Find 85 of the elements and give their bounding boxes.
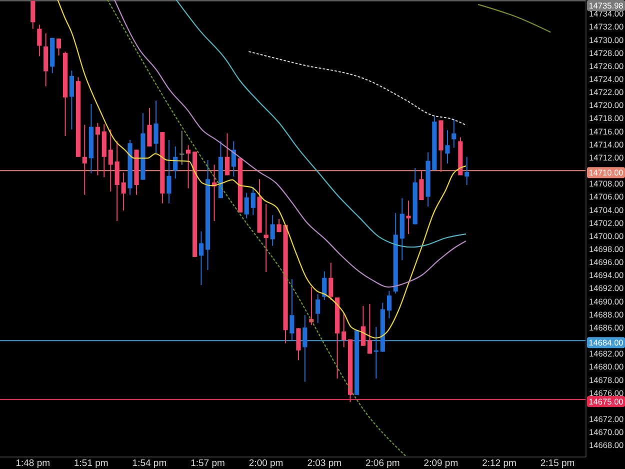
- ref-line-label: 14735.98: [588, 0, 624, 10]
- x-tick-label: 1:57 pm: [190, 458, 226, 469]
- candlestick: [264, 203, 268, 272]
- candlestick: [147, 107, 152, 147]
- ref-line-label: 14675.00: [588, 396, 624, 406]
- y-tick-label: 14726.00: [589, 60, 624, 71]
- x-tick-label: 2:00 pm: [248, 458, 284, 469]
- y-tick-label: 14686.00: [589, 322, 624, 332]
- candlestick: [56, 38, 62, 56]
- candlestick: [322, 270, 327, 301]
- x-tick-label: 2:09 pm: [424, 458, 458, 469]
- candlestick: [186, 144, 191, 189]
- candlestick: [296, 328, 301, 361]
- candlestick: [154, 100, 158, 154]
- ref-line-label: 14684.00: [588, 338, 624, 348]
- candlestick: [166, 139, 172, 204]
- candlestick: [290, 278, 294, 340]
- x-tick-label: 2:12 pm: [482, 458, 517, 469]
- y-tick-label: 14718.00: [589, 113, 624, 124]
- candlestick: [342, 312, 346, 348]
- y-tick-label: 14698.00: [589, 244, 624, 254]
- y-tick-label: 14700.00: [589, 230, 624, 241]
- y-tick-label: 14672.00: [589, 414, 624, 424]
- candlestick: [198, 230, 204, 286]
- line-series: [107, 0, 408, 457]
- ref-line-label: 14710.00: [588, 168, 624, 178]
- y-tick-label: 14720.00: [589, 100, 624, 110]
- y-tick-label: 14688.00: [589, 309, 624, 320]
- y-tick-label: 14708.00: [589, 178, 624, 189]
- y-tick-label: 14668.00: [589, 440, 624, 450]
- candlestick: [328, 262, 334, 301]
- y-tick-label: 14702.00: [589, 218, 624, 228]
- line-series: [114, 0, 466, 288]
- y-tick-label: 14690.00: [589, 296, 624, 306]
- y-tick-label: 14732.00: [589, 22, 624, 32]
- y-tick-label: 14724.00: [589, 74, 624, 84]
- candlestick: [452, 118, 456, 148]
- y-tick-label: 14682.00: [589, 348, 624, 359]
- candlestick: [386, 290, 392, 319]
- y-tick-label: 14670.00: [589, 427, 624, 438]
- y-tick-label: 14716.00: [589, 126, 624, 136]
- y-tick-label: 14692.00: [589, 283, 624, 294]
- y-tick-label: 14696.00: [589, 257, 624, 268]
- x-tick-label: 1:48 pm: [16, 458, 50, 469]
- candlestick: [121, 172, 126, 212]
- y-tick-label: 14730.00: [589, 34, 624, 45]
- y-tick-label: 14678.00: [589, 374, 624, 385]
- candlestick: [114, 140, 120, 222]
- line-series: [248, 51, 466, 126]
- y-tick-label: 14694.00: [589, 270, 624, 280]
- candlestick: [360, 305, 366, 346]
- x-tick-label: 1:54 pm: [132, 458, 167, 469]
- candlestick: [95, 122, 100, 176]
- y-tick-label: 14680.00: [589, 362, 624, 372]
- candlestick: [180, 130, 184, 166]
- y-tick-label: 14706.00: [589, 192, 624, 202]
- candlestick: [69, 70, 74, 130]
- line-series: [176, 0, 466, 248]
- candlestick: [367, 304, 372, 354]
- candlestick: [302, 314, 308, 382]
- candlestick: [445, 130, 450, 164]
- y-tick-label: 14676.00: [589, 388, 624, 398]
- candlestick: [244, 192, 249, 219]
- candlestick: [464, 156, 470, 186]
- x-tick-label: 2:06 pm: [365, 458, 400, 469]
- candlestick: [316, 294, 320, 324]
- candlestick: [406, 200, 411, 235]
- candlestick: [37, 24, 42, 57]
- x-tick-label: 1:51 pm: [74, 458, 108, 469]
- y-tick-label: 14728.00: [589, 48, 624, 58]
- y-tick-label: 14714.00: [589, 139, 624, 150]
- candlestick: [108, 128, 113, 192]
- candlestick: [231, 140, 236, 178]
- y-tick-label: 14734.00: [589, 8, 624, 19]
- y-tick-label: 14712.00: [589, 152, 624, 162]
- candlestick: [270, 214, 275, 246]
- y-tick-label: 14704.00: [589, 204, 624, 215]
- x-tick-label: 2:03 pm: [307, 458, 342, 469]
- candlestick: [30, 0, 36, 30]
- candlestick: [250, 186, 256, 216]
- candlestick: [82, 124, 87, 196]
- candlestick: [224, 132, 230, 176]
- y-tick-label: 14722.00: [589, 87, 624, 98]
- x-tick-label: 2:15 pm: [540, 458, 575, 469]
- candlestick: [419, 169, 424, 201]
